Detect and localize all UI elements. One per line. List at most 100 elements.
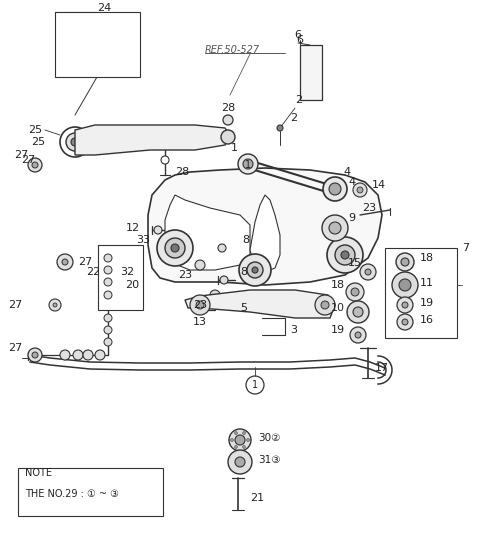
Text: REF.50-527: REF.50-527 <box>205 45 260 55</box>
Circle shape <box>341 251 349 259</box>
Circle shape <box>229 429 251 451</box>
Circle shape <box>73 350 83 360</box>
Circle shape <box>104 278 112 286</box>
Circle shape <box>32 352 38 358</box>
Bar <box>98 245 143 310</box>
Circle shape <box>171 244 179 252</box>
Circle shape <box>53 303 57 307</box>
Circle shape <box>346 283 364 301</box>
Circle shape <box>252 267 258 273</box>
Text: 27: 27 <box>78 257 92 267</box>
Text: 13: 13 <box>193 317 207 327</box>
Circle shape <box>353 183 367 197</box>
Circle shape <box>95 350 105 360</box>
Text: 18: 18 <box>420 253 434 263</box>
Circle shape <box>223 115 233 125</box>
Circle shape <box>230 438 233 442</box>
Circle shape <box>239 254 271 286</box>
Text: 11: 11 <box>420 278 434 288</box>
Circle shape <box>157 230 193 266</box>
Circle shape <box>242 445 245 449</box>
Polygon shape <box>148 168 382 285</box>
Circle shape <box>360 264 376 280</box>
Circle shape <box>277 125 283 131</box>
Text: 28: 28 <box>175 167 189 177</box>
Circle shape <box>165 238 185 258</box>
Circle shape <box>60 350 70 360</box>
Circle shape <box>210 290 220 300</box>
Text: 14: 14 <box>372 180 386 190</box>
Text: 19: 19 <box>331 325 345 335</box>
Circle shape <box>32 162 38 168</box>
Circle shape <box>104 291 112 299</box>
Text: 4: 4 <box>343 167 350 177</box>
Circle shape <box>49 299 61 311</box>
Bar <box>55 12 140 77</box>
Circle shape <box>221 130 235 144</box>
Circle shape <box>347 301 369 323</box>
Text: 25: 25 <box>31 137 45 147</box>
Polygon shape <box>75 125 230 155</box>
Circle shape <box>235 435 245 445</box>
Circle shape <box>235 457 245 467</box>
Text: 10: 10 <box>331 303 345 313</box>
Circle shape <box>190 295 210 315</box>
Circle shape <box>357 187 363 193</box>
Text: 23: 23 <box>362 203 376 213</box>
Text: 1: 1 <box>252 380 258 390</box>
Polygon shape <box>165 195 250 270</box>
Text: 23: 23 <box>178 270 192 280</box>
Text: 21: 21 <box>250 493 264 503</box>
Circle shape <box>243 159 253 169</box>
Circle shape <box>154 226 162 234</box>
Circle shape <box>335 245 355 265</box>
Text: 3: 3 <box>290 325 297 335</box>
Text: 18: 18 <box>331 280 345 290</box>
Circle shape <box>392 272 418 298</box>
Text: 12: 12 <box>126 223 140 233</box>
Circle shape <box>401 258 409 266</box>
Circle shape <box>247 438 250 442</box>
Circle shape <box>235 445 238 449</box>
Text: 28: 28 <box>221 103 235 113</box>
Polygon shape <box>185 290 335 318</box>
Circle shape <box>350 327 366 343</box>
Circle shape <box>329 222 341 234</box>
Text: 22: 22 <box>86 267 100 277</box>
Circle shape <box>196 301 204 309</box>
Text: 6: 6 <box>295 30 301 40</box>
Circle shape <box>104 338 112 346</box>
Text: 8: 8 <box>242 235 249 245</box>
Text: 2: 2 <box>290 113 297 123</box>
Circle shape <box>402 319 408 325</box>
Circle shape <box>28 348 42 362</box>
Circle shape <box>402 302 408 308</box>
Text: NOTE: NOTE <box>25 468 52 478</box>
Circle shape <box>161 156 169 164</box>
Circle shape <box>104 314 112 322</box>
Text: 32: 32 <box>120 267 134 277</box>
Circle shape <box>62 259 68 265</box>
Text: 19: 19 <box>420 298 434 308</box>
Text: 1: 1 <box>231 143 238 153</box>
Text: THE NO.29 : ① ~ ③: THE NO.29 : ① ~ ③ <box>25 489 119 499</box>
Text: 9: 9 <box>348 213 355 223</box>
Circle shape <box>66 133 84 151</box>
Circle shape <box>397 314 413 330</box>
Text: 4: 4 <box>348 177 355 187</box>
Circle shape <box>235 431 238 435</box>
Circle shape <box>397 297 413 313</box>
Text: 27: 27 <box>21 155 35 165</box>
Circle shape <box>329 183 341 195</box>
Circle shape <box>353 307 363 317</box>
Circle shape <box>315 295 335 315</box>
Text: 33: 33 <box>136 235 150 245</box>
Circle shape <box>57 254 73 270</box>
Circle shape <box>322 215 348 241</box>
Circle shape <box>104 326 112 334</box>
Text: 30②: 30② <box>258 433 280 443</box>
Circle shape <box>327 237 363 273</box>
Circle shape <box>104 266 112 274</box>
Text: 23: 23 <box>193 300 207 310</box>
Text: 5: 5 <box>240 303 247 313</box>
